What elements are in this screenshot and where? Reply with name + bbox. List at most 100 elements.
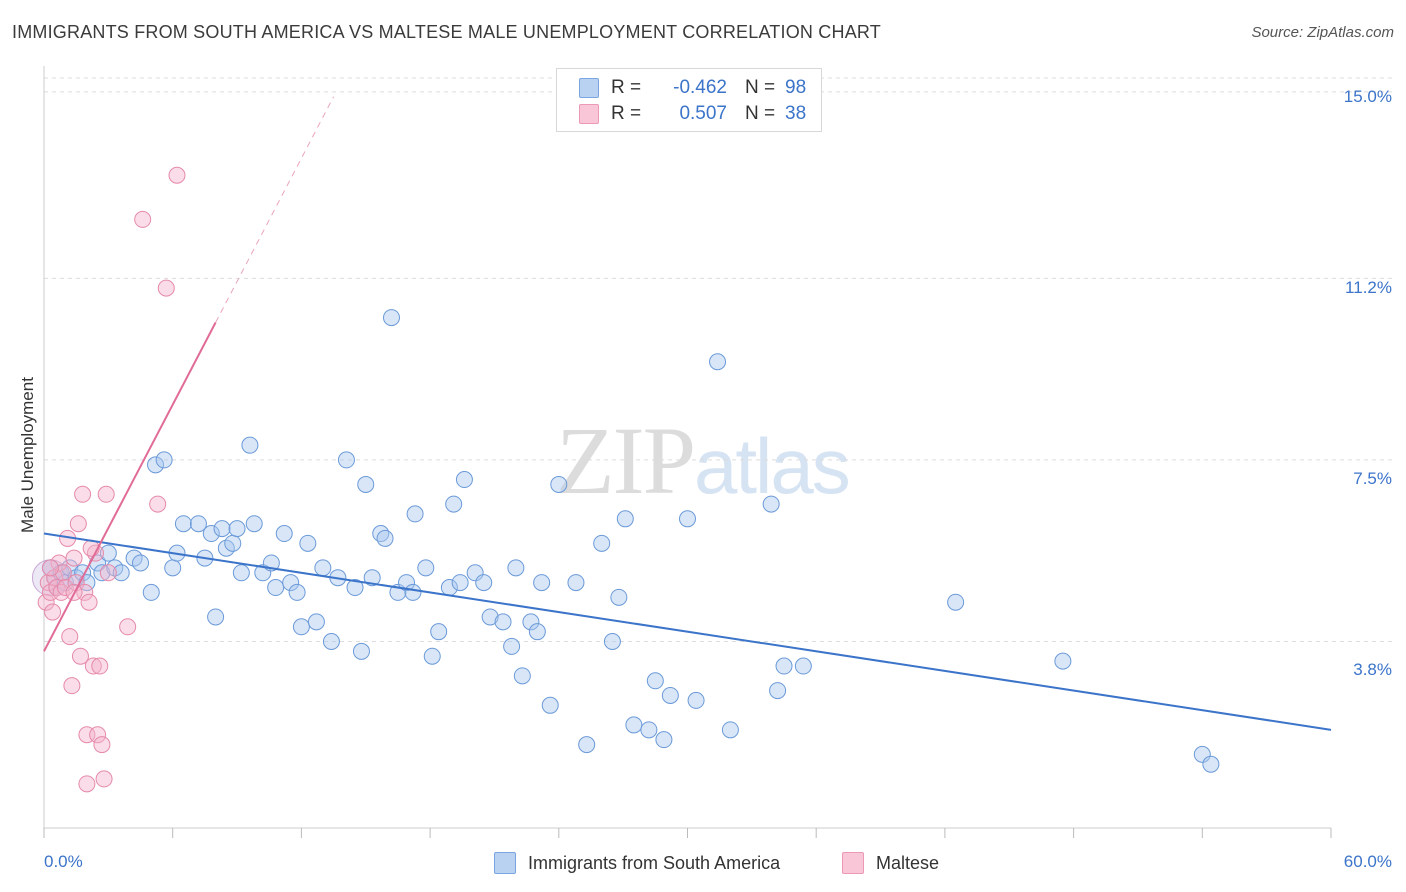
south-america-point-31 [241, 436, 259, 454]
south-america-point-85 [655, 731, 673, 749]
y-axis-label: Male Unemployment [18, 377, 37, 533]
south-america-point-47 [352, 642, 370, 660]
south-america-point-24 [202, 525, 220, 543]
legend-r-value: 0.507 [679, 103, 727, 124]
watermark: ZIPatlas [556, 405, 851, 516]
legend-n-key: N = [745, 103, 776, 124]
south-america-point-69 [507, 559, 525, 577]
legend-r-value: -0.462 [673, 77, 727, 98]
south-america-point-11 [99, 544, 117, 562]
chart-title: IMMIGRANTS FROM SOUTH AMERICA VS MALTESE… [12, 22, 881, 42]
bottom-legend-swatch-pink [842, 852, 864, 874]
south-america-point-93 [775, 657, 793, 675]
south-america-point-66 [481, 608, 499, 626]
south-america-point-68 [503, 637, 521, 655]
south-america-trendline [43, 532, 1332, 731]
south-america-point-65 [475, 574, 493, 592]
south-america-point-83 [640, 721, 658, 739]
south-america-point-84 [646, 672, 664, 690]
south-america-point-37 [282, 574, 300, 592]
watermark-atlas: atlas [694, 422, 851, 510]
correlation-legend: R = -0.462 N = 98 R = 0.507 N = 38 [556, 68, 822, 132]
maltese-trendline [43, 322, 217, 652]
maltese-point-31 [134, 210, 152, 228]
south-america-point-57 [417, 559, 435, 577]
maltese-point-27 [95, 770, 113, 788]
south-america-point-35 [267, 579, 285, 597]
south-america-point-87 [679, 510, 696, 528]
south-america-point-38 [288, 583, 306, 601]
south-america-point-18 [155, 451, 173, 469]
south-america-point-80 [610, 588, 628, 606]
south-america-point-36 [275, 525, 293, 543]
south-america-point-63 [455, 471, 473, 489]
maltese-point-26 [93, 736, 111, 754]
legend-n-value: 38 [785, 103, 807, 124]
south-america-point-92 [769, 682, 787, 700]
maltese-point-25 [91, 657, 109, 675]
bottom-legend-label-south-america: Immigrants from South America [528, 852, 781, 873]
south-america-point-71 [522, 613, 540, 631]
maltese-point-17 [74, 485, 92, 503]
legend-n-key: N = [745, 77, 776, 98]
south-america-point-42 [314, 559, 332, 577]
maltese-point-6 [50, 554, 68, 572]
south-america-point-88 [687, 691, 705, 709]
south-america-point-94 [794, 657, 812, 675]
south-america-point-79 [603, 633, 621, 650]
maltese-point-33 [157, 279, 175, 297]
south-america-point-40 [299, 534, 317, 552]
south-america-point-46 [346, 579, 364, 597]
maltese-point-34 [168, 166, 186, 184]
south-america-point-39 [292, 618, 310, 636]
south-america-point-28 [224, 534, 242, 552]
maltese-point-9 [56, 579, 74, 597]
south-america-point-49 [363, 569, 381, 587]
south-america-point-26 [213, 520, 231, 538]
south-america-point-22 [189, 515, 207, 533]
maltese-point-32 [149, 495, 167, 513]
south-america-point-62 [451, 574, 469, 592]
south-america-point-16 [142, 583, 160, 601]
south-america-point-48 [357, 475, 375, 493]
south-america-point-86 [661, 686, 679, 704]
south-america-point-54 [398, 574, 416, 592]
y-tick-label-11-2: 11.2% [1345, 278, 1392, 297]
maltese-point-35 [41, 559, 59, 577]
maltese-point-16 [71, 647, 89, 665]
south-america-point-89 [709, 353, 727, 371]
maltese-trendline-extension [215, 96, 335, 323]
south-america-point-25 [207, 608, 225, 626]
legend-row-maltese: R = 0.507 N = 38 [579, 103, 806, 125]
south-america-point-74 [541, 696, 559, 714]
south-america-point-72 [528, 623, 546, 641]
south-america-point-95 [947, 593, 965, 611]
bottom-legend-maltese: Maltese [842, 852, 939, 874]
south-america-point-45 [337, 451, 355, 469]
watermark-zip: ZIP [556, 407, 696, 514]
x-tick-label-min: 0.0% [44, 852, 83, 871]
legend-row-south-america: R = -0.462 N = 98 [579, 77, 806, 99]
maltese-point-15 [69, 515, 87, 533]
south-america-point-73 [533, 574, 551, 592]
south-america-point-33 [254, 564, 272, 582]
south-america-point-58 [423, 647, 441, 665]
south-america-point-21 [174, 515, 192, 533]
legend-r-key: R = [611, 77, 642, 98]
source-label: Source: ZipAtlas.com [1251, 24, 1394, 41]
south-america-point-90 [721, 721, 739, 739]
legend-n-value: 98 [785, 77, 807, 98]
maltese-point-28 [97, 485, 115, 503]
south-america-point-75 [550, 475, 568, 493]
south-america-point-15 [132, 554, 150, 572]
legend-swatch-blue [579, 78, 599, 98]
maltese-point-22 [84, 657, 102, 675]
south-america-point-19 [164, 559, 182, 577]
maltese-point-11 [61, 628, 79, 646]
maltese-point-8 [54, 564, 72, 582]
bottom-legend-swatch-blue [494, 852, 516, 874]
south-america-point-97 [1193, 745, 1211, 763]
y-tick-label-15: 15.0% [1343, 87, 1392, 106]
maltese-point-24 [89, 726, 107, 744]
